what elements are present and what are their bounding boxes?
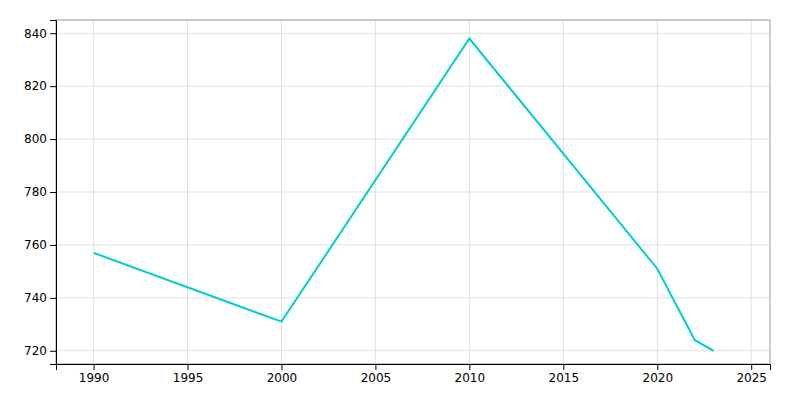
x-tick-label: 2025 [736,371,767,385]
x-tick-mark [469,364,470,370]
marks [94,39,714,351]
y-tick: 740 [24,291,56,305]
y-tick: 720 [24,344,56,358]
grid-line-y [56,244,770,245]
y-tick-label: 740 [24,291,47,305]
y-tick: 760 [24,238,56,252]
grid-line-y [56,139,770,140]
y-tick-mark [50,86,56,87]
x-tick: 2000 [267,364,298,385]
axis-line [57,365,771,371]
x-tick-label: 1990 [79,371,110,385]
grid-line-y [56,86,770,87]
grid-line-y [56,350,770,351]
grid-line-y [56,297,770,298]
y-tick-mark [50,192,56,193]
plot-frame [56,20,770,364]
y-tick-label: 840 [24,27,47,41]
x-tick-label: 1995 [173,371,204,385]
line [94,39,714,351]
x-tick-mark [281,364,282,370]
x-tick-mark [751,364,752,370]
grid-line-y [56,33,770,34]
y-tick: 840 [24,27,56,41]
y-tick-mark [50,245,56,246]
x-tick-label: 2015 [549,371,580,385]
y-tick-label: 760 [24,238,47,252]
y-tick-label: 720 [24,344,47,358]
y-tick: 780 [24,185,56,199]
y-tick: 820 [24,79,56,93]
x-tick: 2025 [736,364,767,385]
y-tick-mark [50,351,56,352]
grid-line-y [56,192,770,193]
plot: 1990 1995 2000 2005 2010 2015 2020 2025 720 740 76… [24,20,770,385]
y-tick-label: 820 [24,79,47,93]
x-tick-mark [563,364,564,370]
y-tick: 800 [24,132,56,146]
x-tick: 1995 [173,364,204,385]
x-tick-mark [188,364,189,370]
y-axis: 720 740 760 780 800 820 840 [24,21,56,365]
x-tick-label: 2000 [267,371,298,385]
y-tick-mark [50,139,56,140]
y-tick-mark [50,298,56,299]
x-tick-mark [375,364,376,370]
x-axis: 1990 1995 2000 2005 2010 2015 2020 2025 [57,364,771,385]
axis-line [50,21,57,365]
x-tick-mark [657,364,658,370]
x-tick-label: 2005 [361,371,392,385]
x-tick-label: 2020 [642,371,673,385]
y-tick-label: 780 [24,185,47,199]
x-tick-label: 2010 [455,371,486,385]
x-tick: 2005 [361,364,392,385]
y-tick-mark [50,33,56,34]
x-tick: 2010 [455,364,486,385]
x-tick: 2020 [642,364,673,385]
x-tick: 2015 [549,364,580,385]
x-tick-mark [94,364,95,370]
grid [56,20,770,364]
x-tick: 1990 [79,364,110,385]
chart: 1990 1995 2000 2005 2010 2015 2020 2025 720 740 76… [0,0,800,400]
y-tick-label: 800 [24,132,47,146]
